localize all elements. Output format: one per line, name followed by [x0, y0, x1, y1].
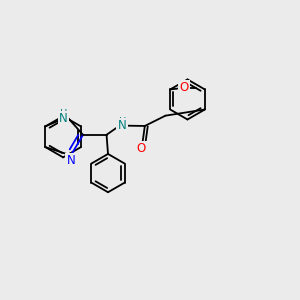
Text: O: O — [136, 142, 146, 155]
Text: O: O — [179, 82, 189, 94]
Text: N: N — [67, 154, 75, 167]
Text: N: N — [59, 112, 68, 125]
Text: H: H — [119, 117, 127, 127]
Text: N: N — [118, 119, 126, 132]
Text: H: H — [60, 109, 67, 119]
